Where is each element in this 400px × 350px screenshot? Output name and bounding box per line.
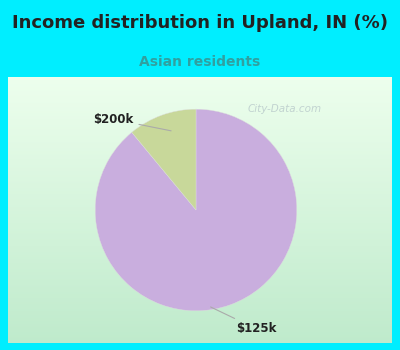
Text: $125k: $125k (210, 307, 277, 335)
Wedge shape (132, 109, 196, 210)
Text: $200k: $200k (93, 113, 171, 131)
Text: Asian residents: Asian residents (139, 55, 261, 69)
Text: City-Data.com: City-Data.com (248, 104, 322, 114)
Wedge shape (95, 109, 297, 311)
Text: Income distribution in Upland, IN (%): Income distribution in Upland, IN (%) (12, 14, 388, 32)
